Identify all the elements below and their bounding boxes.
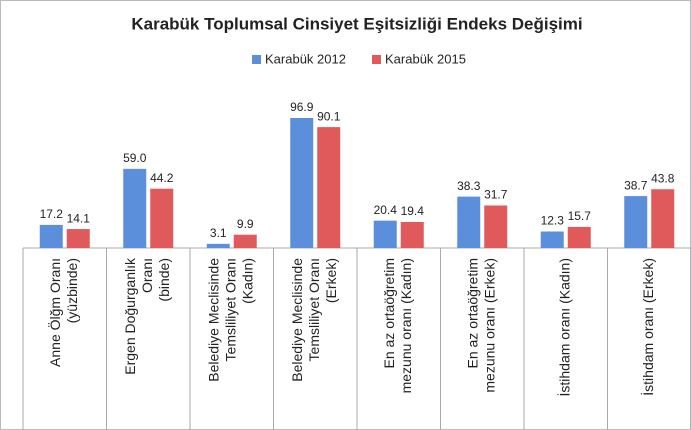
category-label: İstihdam oranı (Erkek) bbox=[639, 258, 656, 396]
category-label: Anne Ölğm Oranı bbox=[46, 258, 63, 367]
value-label: 14.1 bbox=[67, 211, 91, 225]
legend-swatch bbox=[252, 55, 261, 64]
value-label: 17.2 bbox=[40, 207, 64, 221]
value-label: 96.9 bbox=[290, 100, 314, 114]
value-label: 19.4 bbox=[401, 204, 425, 218]
category-label: Ergen Doğurganlık bbox=[122, 257, 138, 375]
category-label: mezunu oranı (Erkek) bbox=[481, 258, 497, 393]
category-label: (Erkek) bbox=[323, 258, 339, 303]
value-label: 15.7 bbox=[568, 209, 592, 223]
category-label: Oranı bbox=[139, 258, 155, 293]
bar bbox=[540, 231, 564, 248]
category-label: (binde) bbox=[156, 258, 172, 302]
bar bbox=[39, 224, 63, 248]
category-label: (yüzbinde) bbox=[64, 258, 80, 323]
category-label: Belediye Meclisinde bbox=[205, 258, 221, 382]
category-label: Belediye Meclisinde bbox=[289, 258, 305, 382]
category-label: En az ortaöğretim bbox=[381, 258, 397, 369]
bar bbox=[400, 221, 424, 248]
bar bbox=[567, 226, 591, 248]
bar bbox=[317, 127, 341, 248]
category-label: (Kadın) bbox=[239, 258, 255, 304]
category-label: En az ortaöğretim bbox=[464, 258, 480, 369]
bar bbox=[457, 196, 481, 248]
legend-label: Karabük 2012 bbox=[265, 51, 346, 66]
legend-label: Karabük 2015 bbox=[385, 51, 466, 66]
category-label: İstihdam oranı (Kadın) bbox=[555, 258, 572, 397]
category-label: Temsliliyet Oranı bbox=[222, 258, 238, 361]
value-label: 43.8 bbox=[651, 171, 675, 185]
bar bbox=[206, 243, 230, 248]
bar bbox=[484, 205, 508, 248]
value-label: 38.3 bbox=[457, 179, 481, 193]
bar bbox=[624, 196, 648, 248]
bar bbox=[150, 188, 174, 248]
value-label: 59.0 bbox=[123, 151, 147, 165]
value-label: 38.7 bbox=[624, 178, 648, 192]
chart-title: Karabük Toplumsal Cinsiyet Eşitsizliği E… bbox=[131, 14, 582, 33]
category-label: Temsliliyet Oranı bbox=[306, 258, 322, 361]
bar bbox=[123, 168, 147, 248]
value-label: 90.1 bbox=[317, 109, 341, 123]
value-label: 20.4 bbox=[374, 203, 398, 217]
bar bbox=[66, 229, 90, 248]
value-label: 3.1 bbox=[210, 226, 227, 240]
bar bbox=[373, 220, 397, 248]
bar bbox=[233, 234, 257, 248]
bar bbox=[651, 189, 675, 248]
legend-swatch bbox=[372, 55, 381, 64]
value-label: 12.3 bbox=[541, 214, 565, 228]
category-label: mezunu oranı (Kadın) bbox=[398, 258, 414, 393]
value-label: 31.7 bbox=[484, 188, 508, 202]
value-label: 9.9 bbox=[237, 217, 254, 231]
value-label: 44.2 bbox=[150, 171, 174, 185]
bar bbox=[290, 118, 314, 248]
